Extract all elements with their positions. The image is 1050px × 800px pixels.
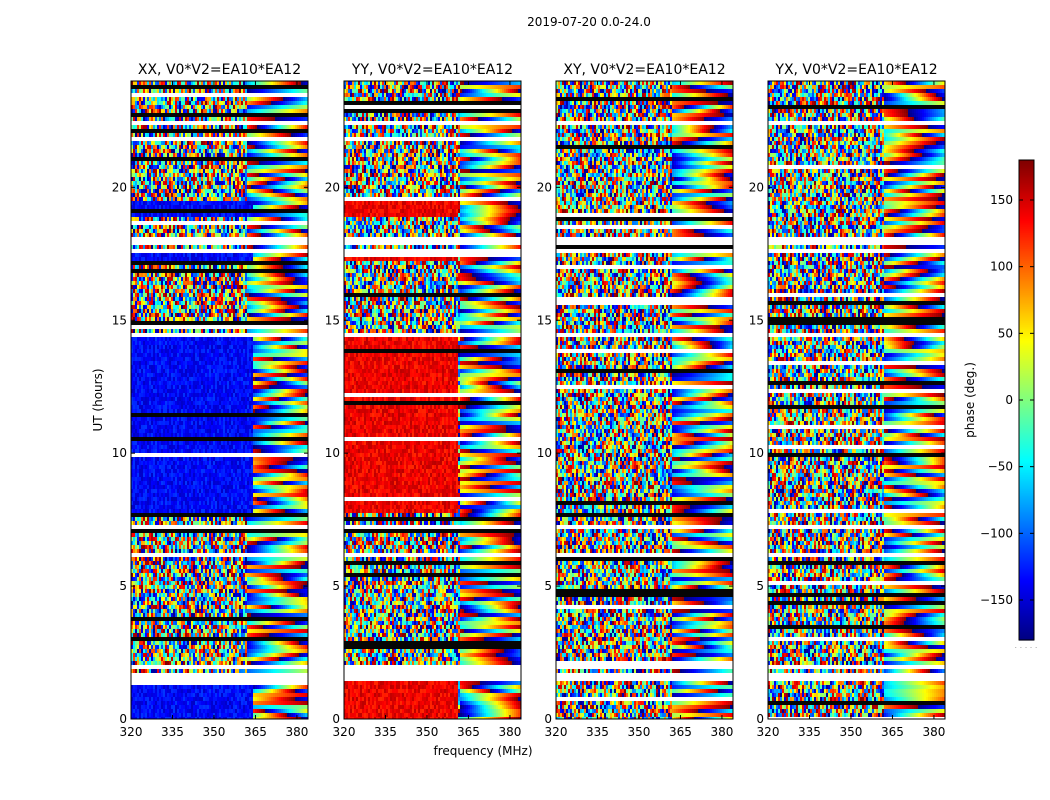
colorbar: −150 −100 −50 0 50 100 150 xyxy=(980,160,1034,641)
y-tick-label: 10 xyxy=(537,446,552,460)
y-tick-label: 15 xyxy=(325,313,340,327)
x-tick-label: 320 xyxy=(333,725,356,739)
colorbar-tick-label: 100 xyxy=(990,260,1013,274)
y-tick-label: 5 xyxy=(119,579,127,593)
x-tick-label: 320 xyxy=(757,725,780,739)
x-tick-label: 380 xyxy=(285,725,308,739)
x-tick-label: 365 xyxy=(244,725,267,739)
colorbar-tick-label: 0 xyxy=(1005,393,1013,407)
y-tick-label: 15 xyxy=(749,313,764,327)
panel-xy: XY, V0*V2=EA10*EA12 320 335 350 365 380 0 5 10 15… xyxy=(537,62,734,739)
y-tick-label: 5 xyxy=(544,579,552,593)
y-tick-label: 0 xyxy=(544,712,552,726)
y-tick-label: 15 xyxy=(537,313,552,327)
y-tick-label: 0 xyxy=(119,712,127,726)
x-tick-label: 365 xyxy=(669,725,692,739)
panel-yy: YY, V0*V2=EA10*EA12 320 335 350 365 380 0 5 10 15… xyxy=(325,62,522,739)
y-tick-label: 10 xyxy=(749,446,764,460)
y-tick-label: 10 xyxy=(112,446,127,460)
x-tick-label: 335 xyxy=(161,725,184,739)
colorbar-tick-label: −150 xyxy=(980,593,1013,607)
heatmap-yy xyxy=(344,81,522,721)
figure: 2019-07-20 0.0-24.0 XX, V0*V2=EA10*EA12 3… xyxy=(0,0,1050,800)
panel-yx: YX, V0*V2=EA10*EA12 320 335 350 365 380 0 5 10 15… xyxy=(749,62,946,739)
y-tick-label: 0 xyxy=(756,712,764,726)
panel-title: YX, V0*V2=EA10*EA12 xyxy=(774,62,937,78)
x-axis-label: frequency (MHz) xyxy=(433,744,532,758)
x-tick-label: 320 xyxy=(545,725,568,739)
x-tick-label: 335 xyxy=(798,725,821,739)
y-tick-label: 0 xyxy=(332,712,340,726)
y-tick-label: 20 xyxy=(112,180,127,194)
y-tick-label: 5 xyxy=(332,579,340,593)
x-tick-label: 350 xyxy=(416,725,439,739)
colorbar-tick-label: 150 xyxy=(990,193,1013,207)
colorbar-label: phase (deg.) xyxy=(963,362,977,438)
x-tick-label: 380 xyxy=(498,725,521,739)
y-tick-label: 20 xyxy=(325,180,340,194)
x-tick-label: 380 xyxy=(922,725,945,739)
heatmap-xx xyxy=(131,81,309,721)
heatmap-yx xyxy=(768,81,946,719)
x-tick-label: 380 xyxy=(710,725,733,739)
y-tick-label: 20 xyxy=(749,180,764,194)
x-tick-label: 320 xyxy=(120,725,143,739)
colorbar-tick-label: −100 xyxy=(980,526,1013,540)
panel-title: XX, V0*V2=EA10*EA12 xyxy=(138,62,301,78)
y-tick-label: 20 xyxy=(537,180,552,194)
x-tick-label: 350 xyxy=(203,725,226,739)
figure-title: 2019-07-20 0.0-24.0 xyxy=(527,15,651,29)
y-tick-label: 5 xyxy=(756,579,764,593)
x-tick-label: 365 xyxy=(457,725,480,739)
x-tick-label: 335 xyxy=(374,725,397,739)
colorbar-tick-label: 50 xyxy=(998,326,1013,340)
x-tick-label: 365 xyxy=(881,725,904,739)
x-tick-label: 335 xyxy=(586,725,609,739)
colorbar-tick-label: −50 xyxy=(988,460,1013,474)
y-axis-label: UT (hours) xyxy=(91,368,105,431)
heatmap-xy xyxy=(556,81,734,721)
y-tick-label: 10 xyxy=(325,446,340,460)
panel-title: YY, V0*V2=EA10*EA12 xyxy=(351,62,513,78)
panel-title: XY, V0*V2=EA10*EA12 xyxy=(563,62,725,78)
x-tick-label: 350 xyxy=(628,725,651,739)
x-tick-label: 350 xyxy=(840,725,863,739)
panel-xx: XX, V0*V2=EA10*EA12 320 335 350 365 380 0 5 10 15… xyxy=(112,62,309,739)
panels: XX, V0*V2=EA10*EA12 320 335 350 365 380 0 5 10 15… xyxy=(112,62,946,739)
y-tick-label: 15 xyxy=(112,313,127,327)
colorbar-extra-marks: . . . . . xyxy=(1015,641,1038,650)
